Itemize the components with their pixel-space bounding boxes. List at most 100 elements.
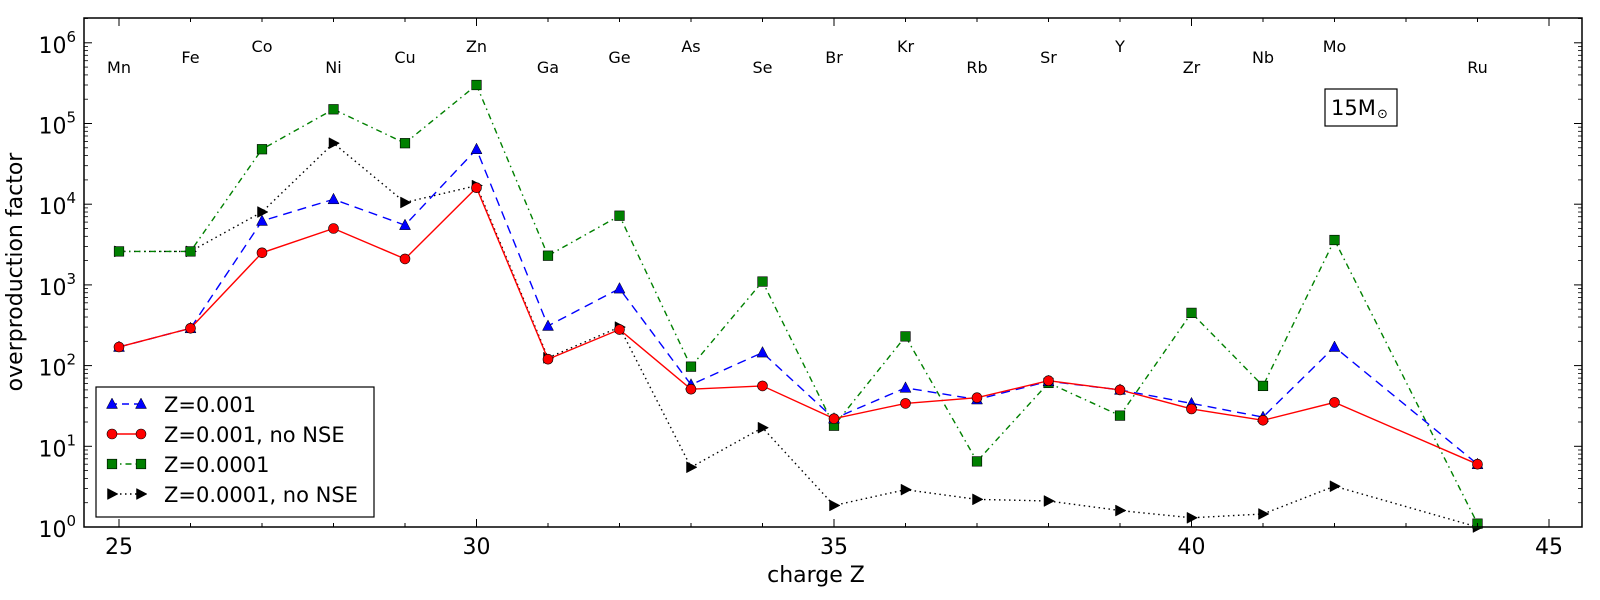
element-label-se: Se — [753, 58, 773, 77]
element-label-mn: Mn — [107, 58, 131, 77]
data-point — [399, 138, 411, 149]
y-tick-exponent: 1 — [66, 431, 76, 449]
y-axis-label: overproduction factor — [3, 152, 28, 392]
data-point — [542, 319, 554, 331]
legend-entry-2: Z=0.0001 — [106, 453, 269, 477]
data-point — [470, 142, 483, 154]
element-label-ni: Ni — [325, 58, 341, 77]
data-point — [1257, 414, 1269, 426]
element-label-mo: Mo — [1323, 37, 1347, 56]
x-tick-label: 25 — [105, 535, 133, 560]
data-point — [613, 282, 626, 294]
data-point — [757, 276, 768, 287]
data-point — [756, 346, 769, 358]
data-point — [1114, 384, 1126, 396]
data-point — [1258, 508, 1270, 520]
data-point — [900, 398, 911, 409]
y-tick-base: 10 — [38, 437, 66, 462]
legend-marker — [106, 397, 118, 409]
data-point — [471, 182, 482, 194]
data-point — [328, 104, 339, 115]
data-point — [1329, 234, 1340, 246]
element-label-as: As — [681, 37, 700, 56]
element-label-zr: Zr — [1183, 58, 1201, 77]
element-label-co: Co — [252, 37, 273, 56]
y-tick-label: 101 — [38, 431, 76, 462]
y-tick-exponent: 4 — [66, 189, 76, 207]
element-label-nb: Nb — [1252, 48, 1274, 67]
data-point — [327, 192, 340, 205]
y-tick-exponent: 6 — [66, 28, 76, 46]
element-label-ge: Ge — [608, 48, 630, 67]
data-point — [1186, 511, 1199, 524]
x-tick-label: 40 — [1178, 535, 1206, 560]
legend-label: Z=0.001, no NSE — [164, 423, 345, 447]
series-layer — [113, 79, 1485, 533]
data-point — [971, 456, 983, 467]
legend-marker — [135, 458, 147, 470]
data-point — [328, 137, 341, 150]
element-label-br: Br — [825, 48, 843, 67]
x-tick-label: 35 — [820, 535, 848, 560]
data-point — [757, 421, 770, 434]
legend-label: Z=0.001 — [164, 393, 256, 417]
data-point — [113, 341, 125, 353]
data-point — [328, 223, 339, 234]
y-tick-base: 10 — [38, 518, 66, 543]
data-point — [399, 218, 411, 230]
legend-entry-1: Z=0.001, no NSE — [106, 423, 345, 447]
y-tick-exponent: 3 — [66, 270, 76, 288]
y-tick-base: 10 — [38, 357, 66, 382]
y-tick-label: 105 — [38, 109, 76, 140]
data-point — [1257, 380, 1269, 392]
y-tick-base: 10 — [38, 195, 66, 220]
data-point — [1043, 495, 1056, 507]
annotation-box — [1324, 88, 1398, 127]
element-label-y: Y — [1114, 37, 1125, 56]
data-point — [1186, 307, 1197, 318]
plot-frame — [83, 17, 1583, 528]
data-point — [399, 253, 411, 265]
y-tick-base: 10 — [38, 276, 66, 301]
data-point — [971, 392, 983, 404]
element-label-fe: Fe — [181, 48, 199, 67]
y-tick-label: 102 — [38, 351, 76, 382]
data-point — [256, 214, 268, 226]
data-point — [614, 210, 625, 221]
data-point — [257, 206, 269, 218]
legend-marker — [135, 397, 147, 409]
data-point — [829, 499, 841, 512]
data-point — [757, 380, 768, 392]
legend-marker — [135, 428, 147, 440]
data-point — [1329, 397, 1340, 408]
x-tick-label: 30 — [463, 535, 491, 560]
data-point — [1472, 458, 1483, 470]
mass-annotation: 15M ⊙ — [1324, 88, 1398, 127]
legend-entry-0: Z=0.001 — [106, 393, 256, 417]
y-tick-label: 100 — [38, 512, 76, 543]
data-point — [900, 483, 913, 496]
data-point — [900, 331, 911, 342]
legend-marker — [136, 488, 148, 500]
element-label-sr: Sr — [1040, 48, 1057, 67]
y-tick-exponent: 2 — [66, 351, 76, 369]
element-label-cu: Cu — [394, 48, 415, 67]
y-tick-exponent: 0 — [66, 512, 76, 530]
data-point — [471, 79, 482, 91]
x-axis-label: charge Z — [767, 563, 865, 588]
annotation-text: 15M — [1331, 96, 1376, 120]
x-tick-label: 45 — [1535, 535, 1563, 560]
legend-marker — [106, 428, 118, 440]
data-point — [256, 144, 268, 155]
element-label-ru: Ru — [1467, 58, 1488, 77]
element-label-zn: Zn — [466, 37, 487, 56]
data-point — [685, 361, 697, 372]
data-point — [1329, 480, 1342, 493]
data-point — [828, 413, 840, 424]
legend-label: Z=0.0001, no NSE — [164, 483, 358, 507]
data-point — [1115, 504, 1127, 517]
data-point — [614, 324, 625, 335]
y-tick-label: 106 — [38, 28, 76, 59]
y-tick-label: 104 — [38, 189, 76, 220]
